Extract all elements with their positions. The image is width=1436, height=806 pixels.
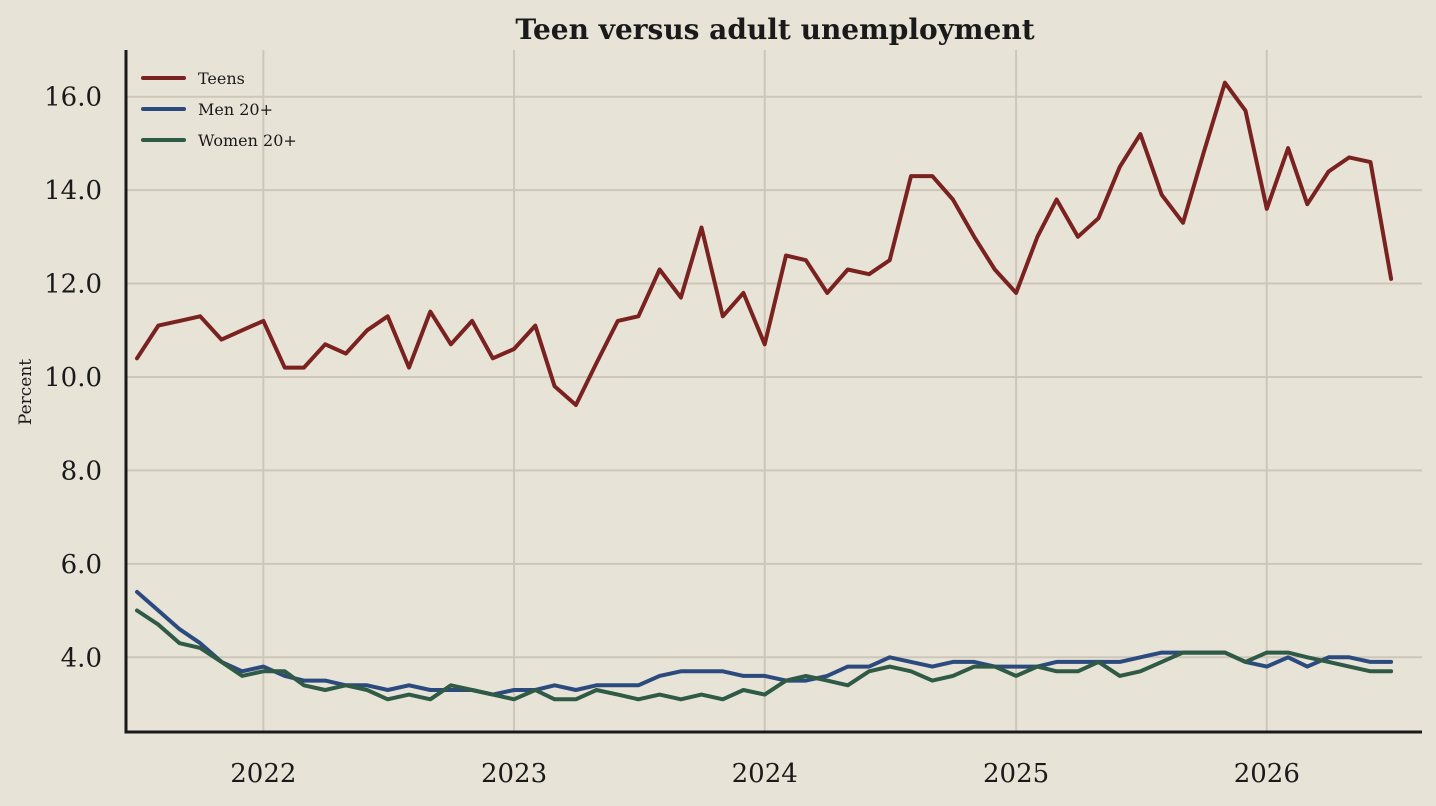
legend-label: Men 20+ bbox=[198, 100, 273, 119]
x-tick-label: 2023 bbox=[481, 759, 547, 789]
y-tick-label: 8.0 bbox=[61, 456, 102, 486]
legend: Teens Men 20+ Women 20+ bbox=[141, 69, 297, 150]
y-tick-label: 12.0 bbox=[44, 270, 102, 300]
axes bbox=[124, 50, 1422, 734]
gridlines bbox=[126, 50, 1422, 732]
y-tick-label: 6.0 bbox=[61, 550, 102, 580]
tick-labels: 4.0 6.0 8.0 10.0 12.0 14.0 16.0 2022 2023 2024 202… bbox=[44, 83, 1300, 789]
y-axis-label: Percent bbox=[16, 359, 36, 425]
series-line-teens bbox=[135, 80, 1394, 407]
x-tick-label: 2022 bbox=[230, 759, 296, 789]
y-tick-label: 10.0 bbox=[44, 363, 102, 393]
x-tick-label: 2026 bbox=[1234, 759, 1300, 789]
series-line-women-20 bbox=[135, 608, 1394, 702]
y-tick-label: 16.0 bbox=[44, 83, 102, 113]
chart-title: Teen versus adult unemployment bbox=[515, 13, 1034, 46]
legend-label: Teens bbox=[198, 69, 245, 88]
legend-label: Women 20+ bbox=[198, 131, 297, 150]
x-tick-label: 2025 bbox=[983, 759, 1049, 789]
x-tick-label: 2024 bbox=[732, 759, 798, 789]
y-tick-label: 14.0 bbox=[44, 176, 102, 206]
y-tick-label: 4.0 bbox=[61, 643, 102, 673]
series-lines bbox=[135, 80, 1394, 702]
